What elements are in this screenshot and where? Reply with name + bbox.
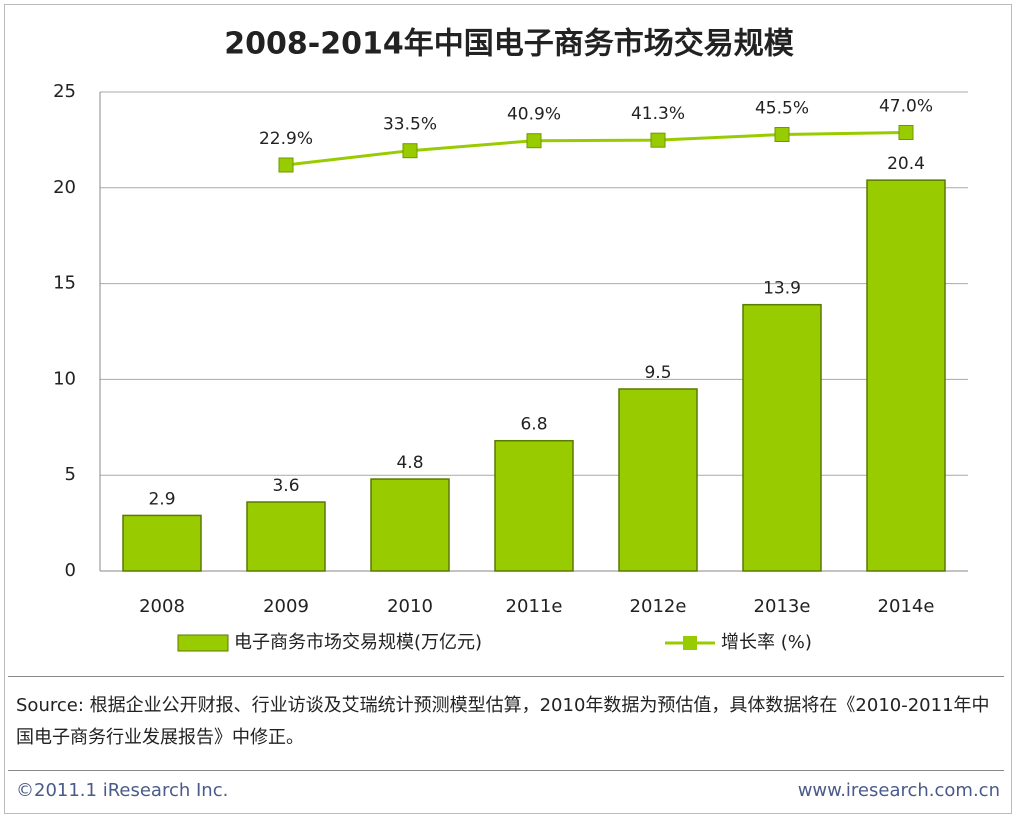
bar (742, 303, 822, 572)
x-tick-label: 2012e (630, 596, 687, 617)
x-tick-label: 2014e (878, 596, 935, 617)
chart-title: 2008-2014年中国电子商务市场交易规模 (224, 27, 793, 62)
line-value-label: 47.0% (879, 96, 933, 116)
line-marker (526, 133, 542, 149)
line-marker (402, 143, 418, 159)
frame (4, 4, 1012, 814)
legend-label: 电子商务市场交易规模(万亿元) (234, 632, 482, 653)
divider (8, 770, 1004, 771)
line-marker (898, 124, 914, 140)
bar-value-label: 6.8 (520, 415, 547, 435)
line-marker (650, 132, 666, 148)
bar (494, 439, 574, 572)
line-value-label: 22.9% (259, 129, 313, 149)
x-tick-label: 2009 (263, 596, 309, 617)
x-tick-label: 2013e (754, 596, 811, 617)
source-note: Source: 根据企业公开财报、行业访谈及艾瑞统计预测模型估算，2010年数据… (16, 695, 990, 748)
y-tick-label: 15 (53, 273, 76, 294)
bar (246, 501, 326, 572)
website: www.iresearch.com.cn (797, 780, 1000, 801)
bar-value-label: 9.5 (644, 363, 671, 383)
line-value-label: 33.5% (383, 115, 437, 135)
line-value-label: 40.9% (507, 105, 561, 125)
legend-marker (683, 636, 697, 650)
y-tick-label: 0 (65, 560, 76, 581)
line-value-label: 45.5% (755, 99, 809, 119)
line-marker (278, 157, 294, 173)
bar-value-label: 4.8 (396, 453, 423, 473)
bar (122, 514, 202, 572)
divider (8, 676, 1004, 677)
legend-swatch (177, 634, 229, 652)
bar-value-label: 13.9 (763, 279, 801, 299)
x-tick-label: 2011e (506, 596, 563, 617)
bar-value-label: 20.4 (887, 154, 925, 174)
chart: 2008-2014年中国电子商务市场交易规模 0 5 10 15 20 25 2008 200… (53, 27, 968, 653)
y-tick-label: 10 (53, 368, 76, 389)
bar (618, 388, 698, 572)
bar (370, 478, 450, 572)
x-tick-label: 2010 (387, 596, 433, 617)
line-value-label: 41.3% (631, 104, 685, 124)
line-marker (774, 127, 790, 143)
bar-value-label: 2.9 (148, 489, 175, 509)
x-tick-label: 2008 (139, 596, 185, 617)
y-tick-label: 5 (65, 464, 76, 485)
bar-value-label: 3.6 (272, 476, 299, 496)
copyright: ©2011.1 iResearch Inc. (16, 780, 229, 801)
legend-label: 增长率 (%) (721, 632, 812, 653)
y-tick-label: 25 (53, 81, 76, 102)
y-tick-label: 20 (53, 177, 76, 198)
bar (866, 179, 946, 572)
growth-line (285, 130, 907, 167)
